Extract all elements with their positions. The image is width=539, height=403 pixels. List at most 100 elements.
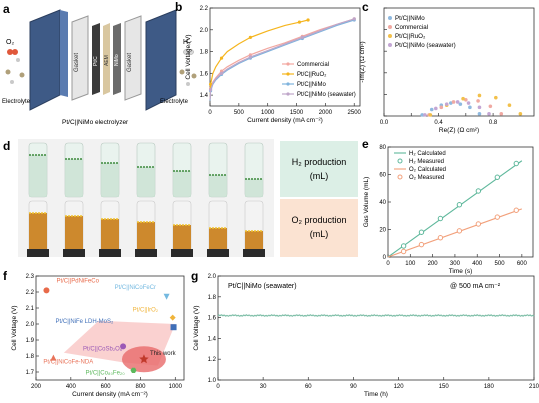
series-line-1 [209,19,309,98]
measured-point-1 [456,202,463,208]
membrane [103,23,110,95]
comparison-label-6: Pt/C||Co₈₀Fe₂₀ [86,370,126,376]
y-axis-label: Cell Voltage (V) [193,305,200,350]
measured-point-3 [475,221,482,227]
legend-entry-2: Pt/C||RuO₂ [395,33,426,40]
stability-trace [217,314,535,317]
measured-point-3 [513,207,519,213]
series-point-3 [352,17,356,21]
chart-f: f 200 400 600 800 1000 1.7 1.8 1.9 2.0 2.1 2.2 2.3 Cu… [3,269,185,398]
series-point-1 [208,82,213,86]
nyquist-point-2 [428,113,433,117]
h2-production-unit: (mL) [310,171,329,181]
x-tick-label: 400 [66,384,77,390]
panel-c: c 0.0 0.4 0.8 Re(Z) (Ω cm²) -Im(Z) (Ω cm²) Pt/… [360,0,539,136]
y-axis-label: -Im(Z) (Ω cm²) [360,41,366,82]
electrolyte-right-label: Electrolyte [160,99,189,105]
nyquist-point-3 [455,100,460,104]
y-axis-label: Cell Voltage (V) [185,34,192,79]
nyquist-point-1 [476,99,480,103]
comparison-label-7: This work [150,351,177,357]
x-tick-label: 500 [495,261,506,267]
x-tick-label: 0.4 [434,120,443,126]
chart-g: g 0 30 60 90 120 150 180 210 1.0 1.2 1.4 1.6 1.8 2.0 Ti… [191,269,539,398]
x-tick-label: 150 [439,384,450,390]
stability-title: Pt/C||NiMo (seawater) [228,283,297,290]
x-axis-label: Time (h) [364,391,388,398]
legend-entry-1: Commercial [395,24,428,31]
comparison-label-4: Pt/C||NiCoFe-NDA [43,360,93,366]
measured-point-3 [437,235,444,241]
legend-entry-0: H₂ Calculated [409,151,446,157]
legend-marker-1 [397,158,403,164]
tube-base [99,249,121,257]
left-end-plate-side [60,10,68,97]
x-tick-label: 400 [472,261,483,267]
legend-marker-2 [286,82,290,86]
series-point-1 [297,20,302,24]
series-point-3 [300,35,304,40]
nyquist-point-3 [423,113,427,117]
panel-g-label: g [191,269,198,283]
nyquist-point-3 [444,102,449,106]
panel-e-label: e [362,137,369,151]
calc-line-2 [387,208,523,258]
panel-d: d H₂ production (mL) O₂ production (mL) [0,137,360,259]
tube-base [243,249,265,257]
y-tick-label: 40 [379,200,386,206]
x-tick-label: 60 [305,384,312,390]
comparison-point-0 [43,287,50,294]
y-tick-label: 1.9 [26,338,35,344]
tube-base [135,249,157,257]
plot-frame [209,7,361,107]
x-tick-label: 200 [428,261,439,267]
y-tick-label: 20 [379,228,386,234]
h2-tube-liquid [137,167,155,197]
legend-marker-3 [388,43,392,47]
x-tick-label: 100 [405,261,416,267]
measured-point-1 [494,174,501,180]
comparison-label-2: Pt/C||IrO₂ [133,308,159,314]
y-tick-label: 1.7 [26,370,35,376]
nyquist-point-0 [420,113,424,117]
legend-entry-2: O₂ Calculated [409,167,446,173]
y-axis-label: Cell Voltage (V) [11,305,18,350]
gas-collection-photo: d H₂ production (mL) O₂ production (mL) [3,139,358,257]
measured-point-1 [513,160,519,167]
electrolyte-left-label: Electrolyte [2,99,31,105]
comparison-label-0: Pt/C||PdNiFeCo [56,278,99,284]
series-point-3 [208,88,213,92]
h2-label-box [280,141,358,197]
panel-e: e 0 100 200 300 400 500 600 0 20 40 60 80 Time (s) Gas… [360,137,539,277]
stability-annotation: @ 500 mA cm⁻² [450,283,501,290]
ptc-layer [92,23,100,95]
x-axis-label: Time (s) [449,268,473,275]
measured-point-1 [475,188,482,194]
x-tick-label: 2500 [348,110,362,116]
series-point-1 [248,35,252,40]
electrolyzer-schematic: a Gasket Pt/C AEM NiMo Gasket [2,2,197,126]
comparison-point-7 [139,354,149,364]
series-point-1 [306,18,310,22]
legend-marker-0 [286,62,290,66]
x-tick-label: 0 [386,261,390,267]
y-tick-label: 80 [379,145,386,151]
legend-entry-3: O₂ Measured [409,175,444,181]
x-tick-label: 2000 [319,110,333,116]
x-tick-label: 1000 [169,384,183,390]
gasket-left-label: Gasket [74,53,80,72]
y-tick-label: 1.8 [208,295,217,301]
legend-entry-1: Pt/C||RuO₂ [297,72,327,78]
y-tick-label: 1.8 [26,354,35,360]
comparison-point-4 [50,354,57,361]
electrolyzer-caption: Pt/C||NiMo electrolyzer [62,119,129,126]
h2-tube-liquid [101,163,119,197]
x-tick-label: 500 [234,110,245,116]
tube-base [63,249,85,257]
y-tick-label: 0 [383,255,387,261]
y-tick-label: 1.0 [208,378,217,384]
x-tick-label: 90 [350,384,357,390]
o2-production-label: O₂ production [291,215,346,225]
legend-marker-1 [286,72,290,76]
h2-tube-liquid [29,155,47,197]
